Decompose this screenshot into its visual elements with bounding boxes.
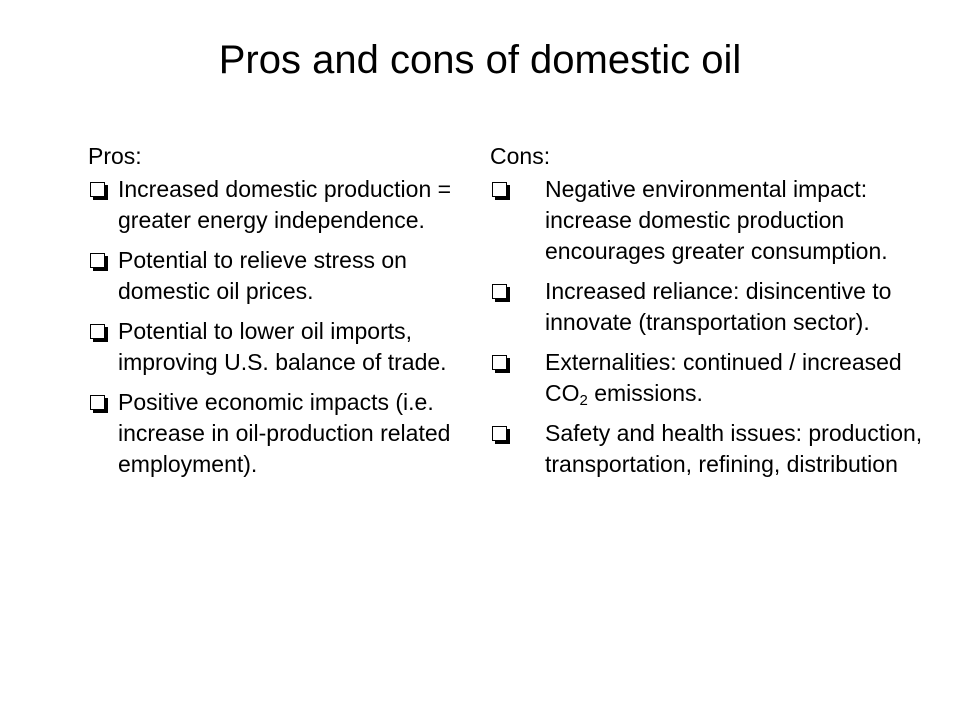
- cons-list: Negative environmental impact: increase …: [490, 174, 930, 480]
- slide-title: Pros and cons of domestic oil: [218, 38, 742, 82]
- pros-heading: Pros:: [88, 143, 142, 169]
- item-text: Externalities: continued / increased CO: [545, 349, 902, 406]
- item-text: Negative environmental impact: increase …: [545, 176, 888, 264]
- pros-column: Pros: Increased domestic production = gr…: [88, 140, 468, 489]
- item-text: Safety and health issues: production, tr…: [545, 420, 923, 477]
- item-text: Potential to relieve stress on domestic …: [118, 247, 407, 304]
- pros-list: Increased domestic production = greater …: [88, 174, 468, 480]
- checkbox-bullet: [492, 355, 507, 370]
- bullet-item: Negative environmental impact: increase …: [490, 174, 930, 267]
- checkbox-bullet: [492, 426, 507, 441]
- bullet-item: Externalities: continued / increased CO2…: [490, 347, 930, 409]
- subscript: 2: [579, 392, 588, 409]
- bullet-item: Increased reliance: disincentive to inno…: [490, 276, 930, 338]
- item-text: Increased domestic production = greater …: [118, 176, 452, 233]
- item-text: Increased reliance: disincentive to inno…: [545, 278, 892, 335]
- checkbox-bullet: [90, 253, 105, 268]
- checkbox-bullet: [492, 284, 507, 299]
- bullet-item: Positive economic impacts (i.e. increase…: [88, 387, 468, 480]
- bullet-item: Increased domestic production = greater …: [88, 174, 468, 236]
- item-text: Potential to lower oil imports, improvin…: [118, 318, 447, 375]
- item-text: emissions.: [587, 380, 703, 406]
- bullet-item: Safety and health issues: production, tr…: [490, 418, 930, 480]
- bullet-item: Potential to relieve stress on domestic …: [88, 245, 468, 307]
- checkbox-bullet: [90, 182, 105, 197]
- cons-heading: Cons:: [490, 143, 551, 169]
- item-text: Positive economic impacts (i.e. increase…: [118, 389, 451, 477]
- bullet-item: Potential to lower oil imports, improvin…: [88, 316, 468, 378]
- checkbox-bullet: [492, 182, 507, 197]
- checkbox-bullet: [90, 324, 105, 339]
- checkbox-bullet: [90, 395, 105, 410]
- cons-column: Cons: Negative environmental impact: inc…: [490, 140, 930, 489]
